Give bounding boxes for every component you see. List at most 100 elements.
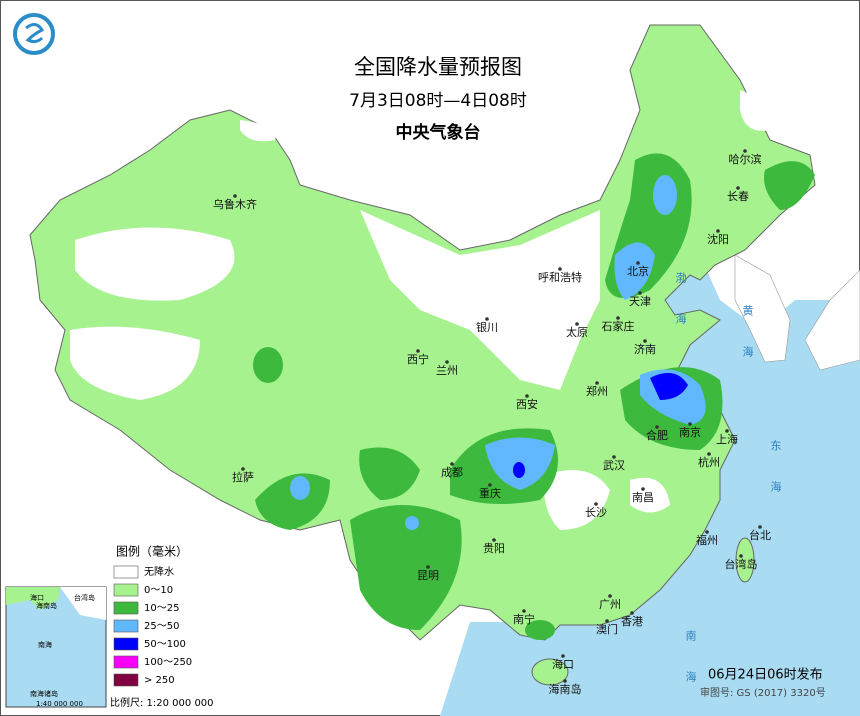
city-dot xyxy=(716,229,720,233)
city-label: 台湾岛 xyxy=(725,557,758,571)
korea xyxy=(734,254,791,363)
city-label: 沈阳 xyxy=(707,232,729,246)
city-dot xyxy=(594,502,598,506)
city-dot xyxy=(736,186,740,190)
city-label: 兰州 xyxy=(436,364,458,377)
city-label: 贵阳 xyxy=(483,542,505,555)
city-label: 长沙 xyxy=(585,506,607,519)
legend-label: 100～250 xyxy=(144,657,192,668)
city-dot xyxy=(595,381,599,385)
city-dot xyxy=(525,394,529,398)
city-label: 海南岛 xyxy=(549,682,582,696)
city-label: 成都 xyxy=(441,466,463,479)
city-dot xyxy=(641,487,645,491)
city-dot xyxy=(643,339,647,343)
approval: 审图号: GS (2017) 3320号 xyxy=(700,686,826,699)
legend: 无降水 0～10 10～25 25～50 50～100 100～250 > 250 xyxy=(113,565,192,687)
city-label: 济南 xyxy=(634,342,656,356)
city-dot xyxy=(492,538,496,542)
hainan xyxy=(531,658,569,686)
no-rain-areas xyxy=(70,90,770,530)
sea xyxy=(440,255,860,716)
city-dot xyxy=(739,554,743,558)
title: 全国降水量预报图 xyxy=(354,55,522,79)
inset-label: 南海 xyxy=(38,640,52,649)
city-label: 北京 xyxy=(627,264,649,278)
issuer: 中央气象台 xyxy=(396,122,481,143)
legend-label: 25～50 xyxy=(144,621,179,632)
legend-title: 图例（毫米） xyxy=(116,544,188,559)
city-label: 台北 xyxy=(749,528,771,542)
logo-mark xyxy=(25,23,45,44)
city-dot xyxy=(616,316,620,320)
city-label: 天津 xyxy=(629,295,651,308)
city-dot xyxy=(522,609,526,613)
city-label: 上海 xyxy=(716,432,738,446)
city-dot xyxy=(655,425,659,429)
city-dot xyxy=(688,422,692,426)
legend-swatch xyxy=(113,673,139,687)
city-label: 重庆 xyxy=(479,486,501,500)
legend-label: 50～100 xyxy=(144,639,186,650)
city-dot xyxy=(636,261,640,265)
city-label: 杭州 xyxy=(698,455,720,469)
city-dot xyxy=(575,322,579,326)
city-label: 银川 xyxy=(476,320,498,334)
legend-swatch xyxy=(113,637,139,651)
city-dot xyxy=(445,360,449,364)
city-dot xyxy=(416,349,420,353)
sea-label: 南海 xyxy=(684,630,697,712)
city-label: 南宁 xyxy=(513,612,535,626)
city-label: 海口 xyxy=(552,657,574,671)
legend-swatch xyxy=(113,601,139,615)
inset-label: 海南岛 xyxy=(36,601,57,610)
city-dot xyxy=(563,679,567,683)
city-dot xyxy=(450,462,454,466)
rain-50-100 xyxy=(513,372,688,478)
city-dot xyxy=(488,483,492,487)
city-label: 合肥 xyxy=(646,428,668,442)
city-label: 香港 xyxy=(621,615,643,628)
city-label: 西宁 xyxy=(407,352,429,366)
inset-label: 南海诸岛 xyxy=(30,689,58,698)
city-label: 南昌 xyxy=(632,491,654,504)
city-label: 哈尔滨 xyxy=(729,152,762,166)
city-label: 武汉 xyxy=(603,459,625,472)
city-dot xyxy=(233,194,237,198)
city-label: 石家庄 xyxy=(602,319,635,333)
city-label: 拉萨 xyxy=(232,470,254,484)
city-dot xyxy=(426,565,430,569)
legend-swatch xyxy=(113,583,139,597)
inset-scale: 1:40 000 000 xyxy=(36,700,83,708)
city-dot xyxy=(241,467,245,471)
city-dot xyxy=(608,594,612,598)
city-dot xyxy=(758,525,762,529)
city-dot xyxy=(612,455,616,459)
city-label: 郑州 xyxy=(586,384,608,398)
inset-land-other xyxy=(60,587,106,620)
city-label: 广州 xyxy=(599,598,621,611)
city-label: 太原 xyxy=(566,326,588,339)
city-dot xyxy=(630,611,634,615)
city-dot xyxy=(725,429,729,433)
city-label: 昆明 xyxy=(417,569,439,582)
inset-label: 海口 xyxy=(30,593,44,602)
city-label: 西安 xyxy=(516,397,538,411)
city-dot xyxy=(707,452,711,456)
issued: 06月24日06时发布 xyxy=(708,667,823,683)
legend-swatch xyxy=(113,655,139,669)
city-dot xyxy=(638,291,642,295)
city-label: 南京 xyxy=(679,425,701,439)
subtitle: 7月3日08时—4日08时 xyxy=(349,91,527,111)
city-label: 乌鲁木齐 xyxy=(213,197,257,211)
legend-swatch xyxy=(113,619,139,633)
sea-label: 渤海 xyxy=(674,272,687,354)
city-dot xyxy=(705,530,709,534)
sea-label: 黄海 xyxy=(741,304,754,387)
city-label: 福州 xyxy=(696,533,718,547)
inset-land xyxy=(6,587,60,610)
city-dot xyxy=(485,317,489,321)
